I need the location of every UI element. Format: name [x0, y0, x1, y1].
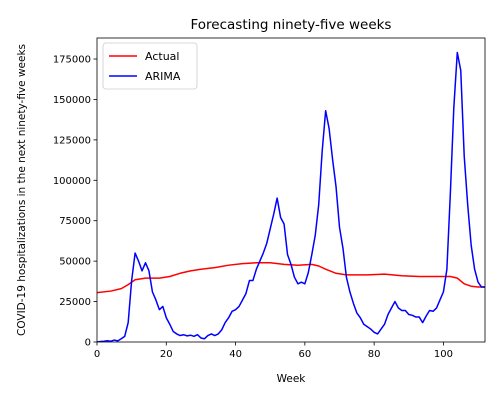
- y-tick-label: 150000: [53, 95, 91, 106]
- series-line-arima: [97, 51, 485, 342]
- y-tick-label: 25000: [59, 297, 91, 308]
- y-tick-label: 0: [85, 338, 91, 349]
- x-tick-label: 40: [229, 349, 242, 360]
- x-tick-label: 80: [368, 349, 381, 360]
- x-tick-label: 20: [160, 349, 173, 360]
- y-tick-label: 175000: [53, 55, 91, 66]
- y-tick-label: 50000: [59, 257, 91, 268]
- legend: Actual ARIMA: [102, 42, 198, 90]
- y-tick-label: 100000: [53, 176, 91, 187]
- y-tick-label: 125000: [53, 135, 91, 146]
- plot-area: [97, 51, 485, 342]
- legend-box: [102, 42, 198, 90]
- axes: 0 20 40 60 80 100 0 25000 50000 75000 100000 125000…: [53, 37, 486, 360]
- y-axis-label: COVID-19 hospitalizations in the next ni…: [16, 44, 28, 336]
- x-axis-label: Week: [277, 373, 307, 385]
- legend-label-arima: ARIMA: [145, 70, 181, 83]
- x-tick-label: 100: [434, 349, 453, 360]
- chart-title: Forecasting ninety-five weeks: [191, 17, 392, 33]
- plot-frame: [96, 37, 486, 343]
- x-tick-label: 0: [94, 349, 100, 360]
- x-tick-label: 60: [298, 349, 311, 360]
- legend-label-actual: Actual: [145, 50, 179, 63]
- y-tick-label: 75000: [59, 216, 91, 227]
